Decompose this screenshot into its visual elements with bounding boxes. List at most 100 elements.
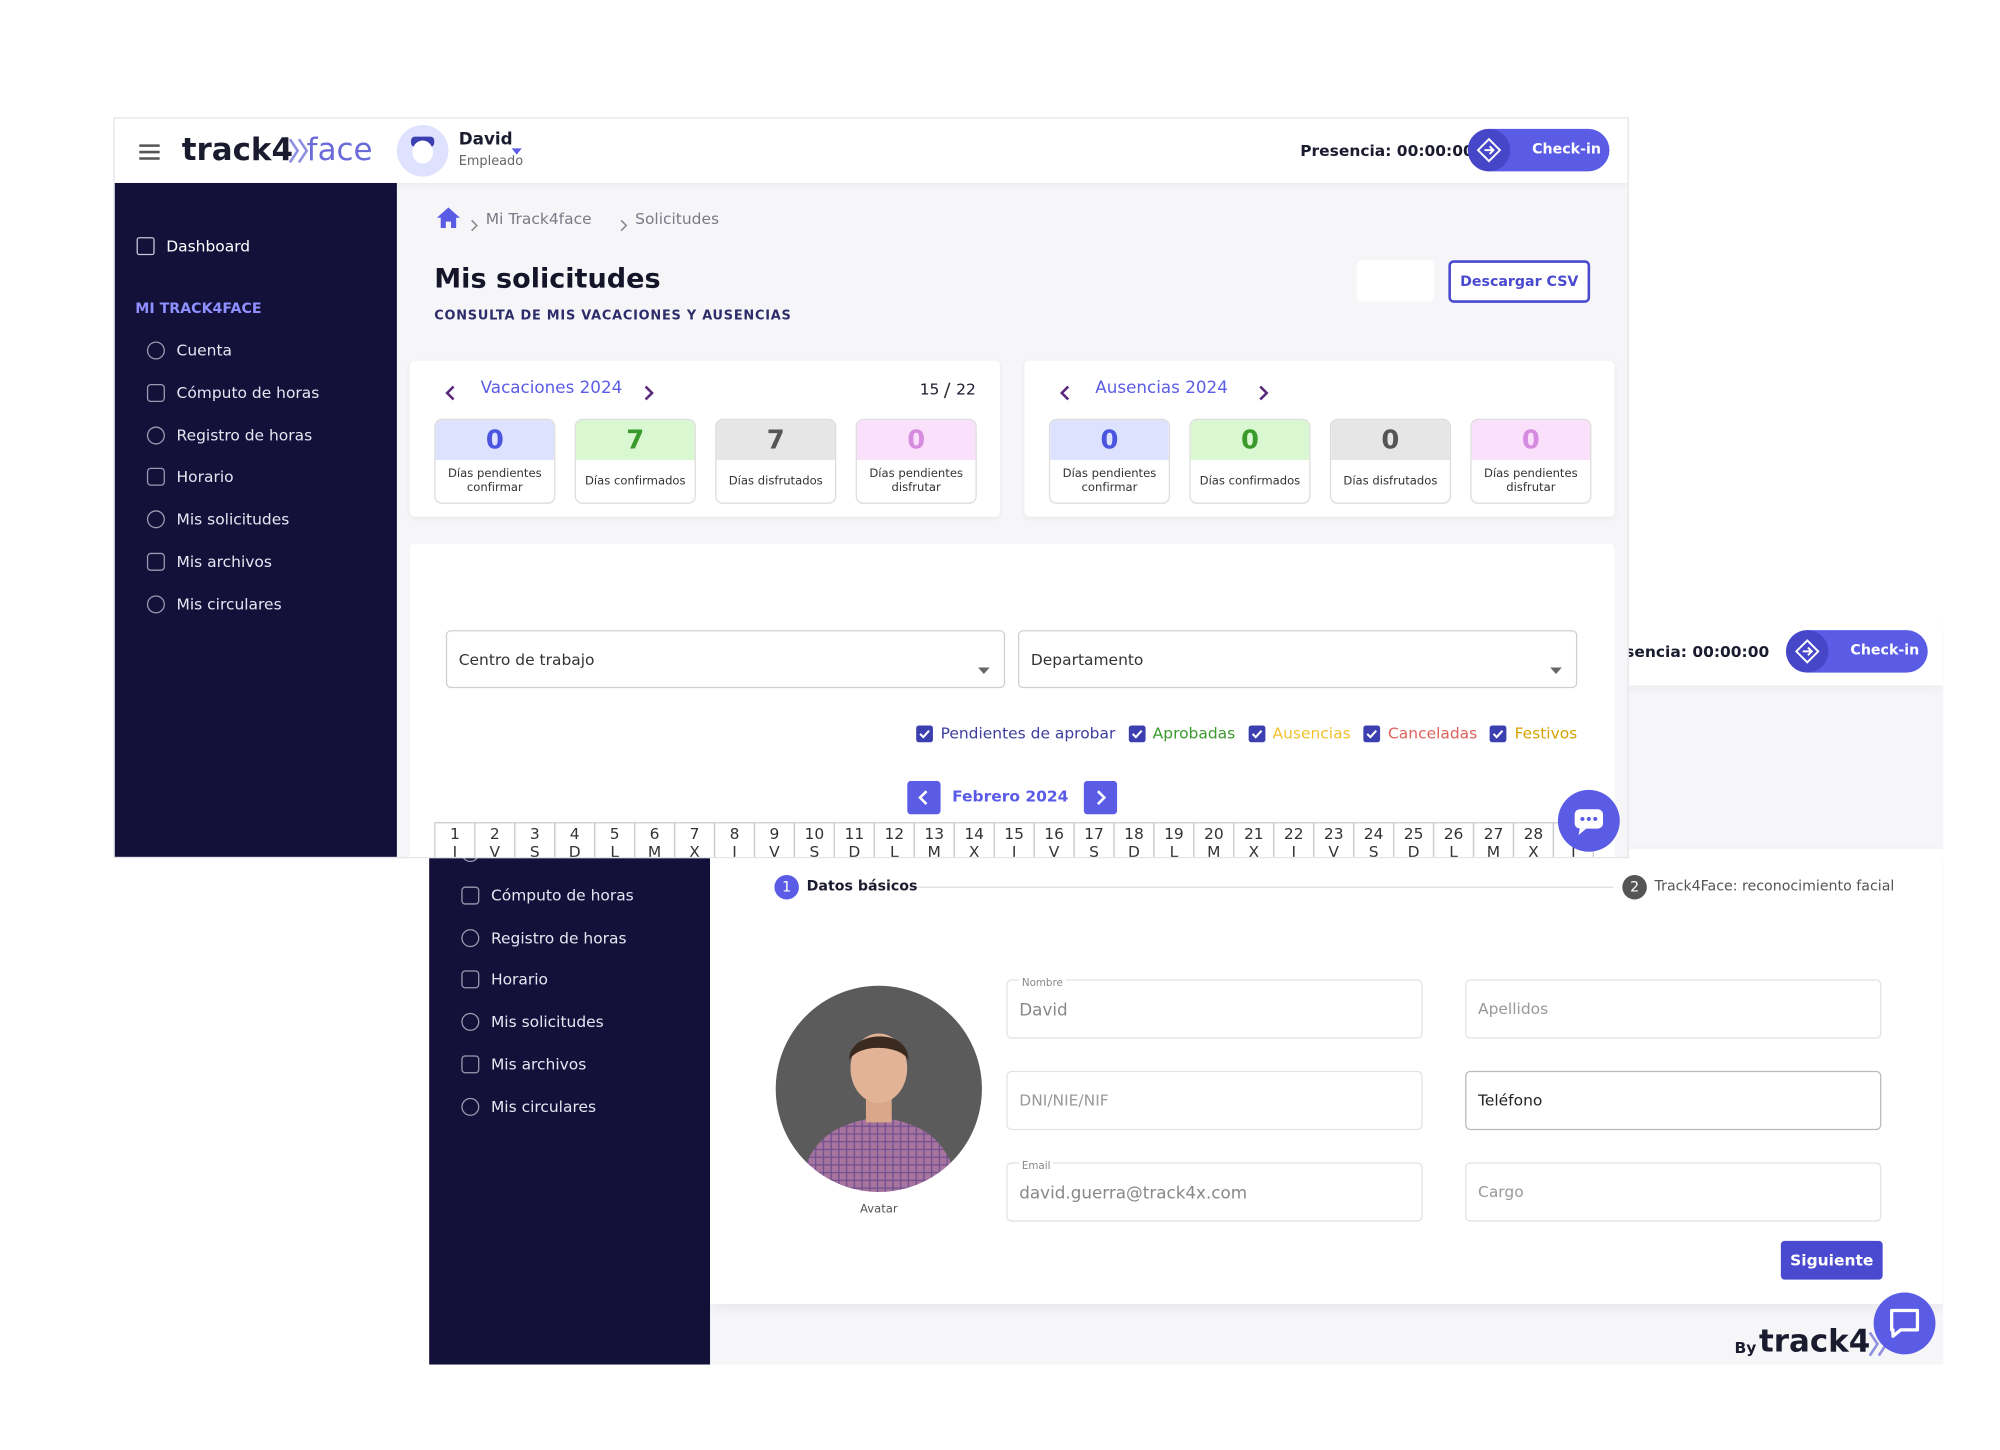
day-number: 5 [609, 824, 620, 843]
avatar-photo [773, 983, 985, 1195]
day-number: 23 [1323, 824, 1344, 843]
legend-checkbox[interactable] [1490, 724, 1507, 742]
stat-value: 7 [576, 420, 695, 461]
legend-checkbox[interactable] [1128, 724, 1145, 742]
breadcrumb-item[interactable]: Mi Track4face [485, 210, 592, 229]
stat-box: 7 Días disfrutados [715, 418, 837, 504]
day-weekday: D [1407, 842, 1420, 859]
download-button[interactable]: Descargar CSV [1448, 260, 1591, 303]
nav-dashboard[interactable]: Dashboard [166, 237, 251, 256]
summary-card: Ausencias 2024 0 Días pendientes confirmar… [1024, 360, 1615, 517]
legend-item[interactable]: Pendientes de aprobar [916, 720, 1115, 746]
field-label: Email [1019, 1157, 1054, 1176]
day-weekday: L [1449, 842, 1458, 859]
day-number: 18 [1124, 824, 1144, 843]
day-cell: 24 S [1353, 822, 1395, 857]
nav-item[interactable]: Registro de horas [490, 928, 627, 947]
checkin-button[interactable]: Check-in [1467, 128, 1610, 172]
day-cell: 26 L [1432, 822, 1475, 859]
nav-item[interactable]: Horario [490, 970, 548, 989]
day-number: 27 [1483, 824, 1504, 843]
day-weekday: M [1207, 842, 1221, 859]
day-weekday: M [1486, 842, 1501, 859]
day-number: 12 [884, 824, 905, 843]
day-number: 1 [449, 824, 460, 843]
filter-select[interactable]: Departamento [1017, 630, 1578, 689]
legend-checkbox[interactable] [1363, 724, 1381, 742]
step-number: 2 [1622, 874, 1647, 900]
stat-label: Días pendientes disfrutar [869, 467, 964, 495]
input-field[interactable]: Teléfono [1465, 1070, 1882, 1131]
input-field[interactable]: Nombre David [1006, 974, 1423, 1039]
day-number: 19 [1164, 824, 1184, 843]
input-field[interactable]: Cargo [1465, 1162, 1882, 1222]
stat-box: 0 Días pendientes disfrutar [855, 418, 977, 504]
nav-item[interactable]: Horario [176, 468, 234, 487]
day-cell: 23 V [1313, 822, 1355, 857]
legend-label: Pendientes de aprobar [940, 724, 1116, 743]
prev-year [445, 381, 458, 405]
day-cell: 22 J [1273, 822, 1315, 857]
stat-box: 0 Días pendientes disfrutar [1470, 418, 1592, 504]
day-number: 3 [529, 824, 540, 843]
footer-logo: track4 [1758, 1323, 1871, 1360]
input-field[interactable]: Apellidos [1465, 979, 1882, 1039]
day-weekday: M [647, 842, 662, 859]
nav-item[interactable]: Registro de horas [176, 426, 313, 445]
day-number: 21 [1243, 824, 1264, 843]
user-name[interactable]: David [458, 130, 513, 150]
filter-select[interactable]: Centro de trabajo [445, 630, 1006, 689]
stat-label: Días confirmados [584, 474, 686, 488]
day-number: 10 [804, 824, 825, 843]
card-title: Vacaciones 2024 [480, 378, 623, 399]
count-sep [942, 380, 952, 404]
checkin-button[interactable]: Check-in [1785, 630, 1928, 673]
input-field[interactable]: DNI/NIE/NIF [1006, 1070, 1423, 1131]
chat-button[interactable] [1872, 1291, 1936, 1361]
nav-item[interactable]: Cómputo de horas [490, 886, 634, 905]
day-weekday: X [689, 842, 700, 859]
prev-month [907, 780, 941, 820]
input-field[interactable]: Email david.guerra@track4x.com [1006, 1157, 1423, 1222]
nav-item[interactable]: Mis circulares [490, 1097, 597, 1116]
nav-item[interactable]: Cómputo de horas [176, 383, 320, 402]
day-weekday: M [927, 842, 941, 859]
stat-box: 0 Días pendientes confirmar [1048, 418, 1171, 504]
summary-card: Vacaciones 2024 15 22 0 Días pendientes conf… [409, 360, 1000, 517]
chat-button[interactable] [1557, 789, 1621, 857]
day-weekday: L [889, 842, 899, 859]
nav-item[interactable]: Mis solicitudes [490, 1013, 604, 1032]
day-number: 14 [964, 824, 985, 843]
stat-label: Días disfrutados [728, 474, 823, 488]
day-cell: 14 X [953, 822, 995, 857]
day-weekday: D [848, 842, 861, 859]
day-number: 7 [689, 824, 700, 843]
nav-item[interactable]: Mis archivos [176, 552, 272, 571]
legend-item[interactable]: Festivos [1490, 720, 1577, 746]
nav-item[interactable]: Mis archivos [490, 1055, 587, 1074]
filter-label: Departamento [1030, 650, 1144, 669]
legend-checkbox[interactable] [916, 724, 933, 742]
day-number: 15 [1004, 824, 1024, 843]
day-cell: 11 D [833, 822, 875, 859]
day-number: 20 [1204, 824, 1224, 843]
legend-item[interactable]: Ausencias [1248, 720, 1351, 746]
legend-checkbox[interactable] [1248, 724, 1265, 742]
legend-item[interactable]: Aprobadas [1128, 720, 1235, 746]
nav-item[interactable]: Cuenta [176, 341, 232, 360]
nav-item[interactable]: Mis solicitudes [176, 510, 290, 529]
day-number: 11 [844, 824, 865, 843]
nav-icon [146, 341, 165, 360]
filter-label: Centro de trabajo [458, 650, 595, 669]
stat-value: 7 [716, 420, 836, 461]
next-button[interactable]: Siguiente [1780, 1240, 1883, 1280]
nav-item[interactable]: Mis circulares [176, 595, 282, 614]
user-role: Empleado [458, 154, 524, 169]
legend: Pendientes de aprobar Aprobadas Ausencias C… [916, 720, 1577, 746]
legend-item[interactable]: Canceladas [1363, 720, 1477, 746]
step-line [909, 886, 1614, 888]
